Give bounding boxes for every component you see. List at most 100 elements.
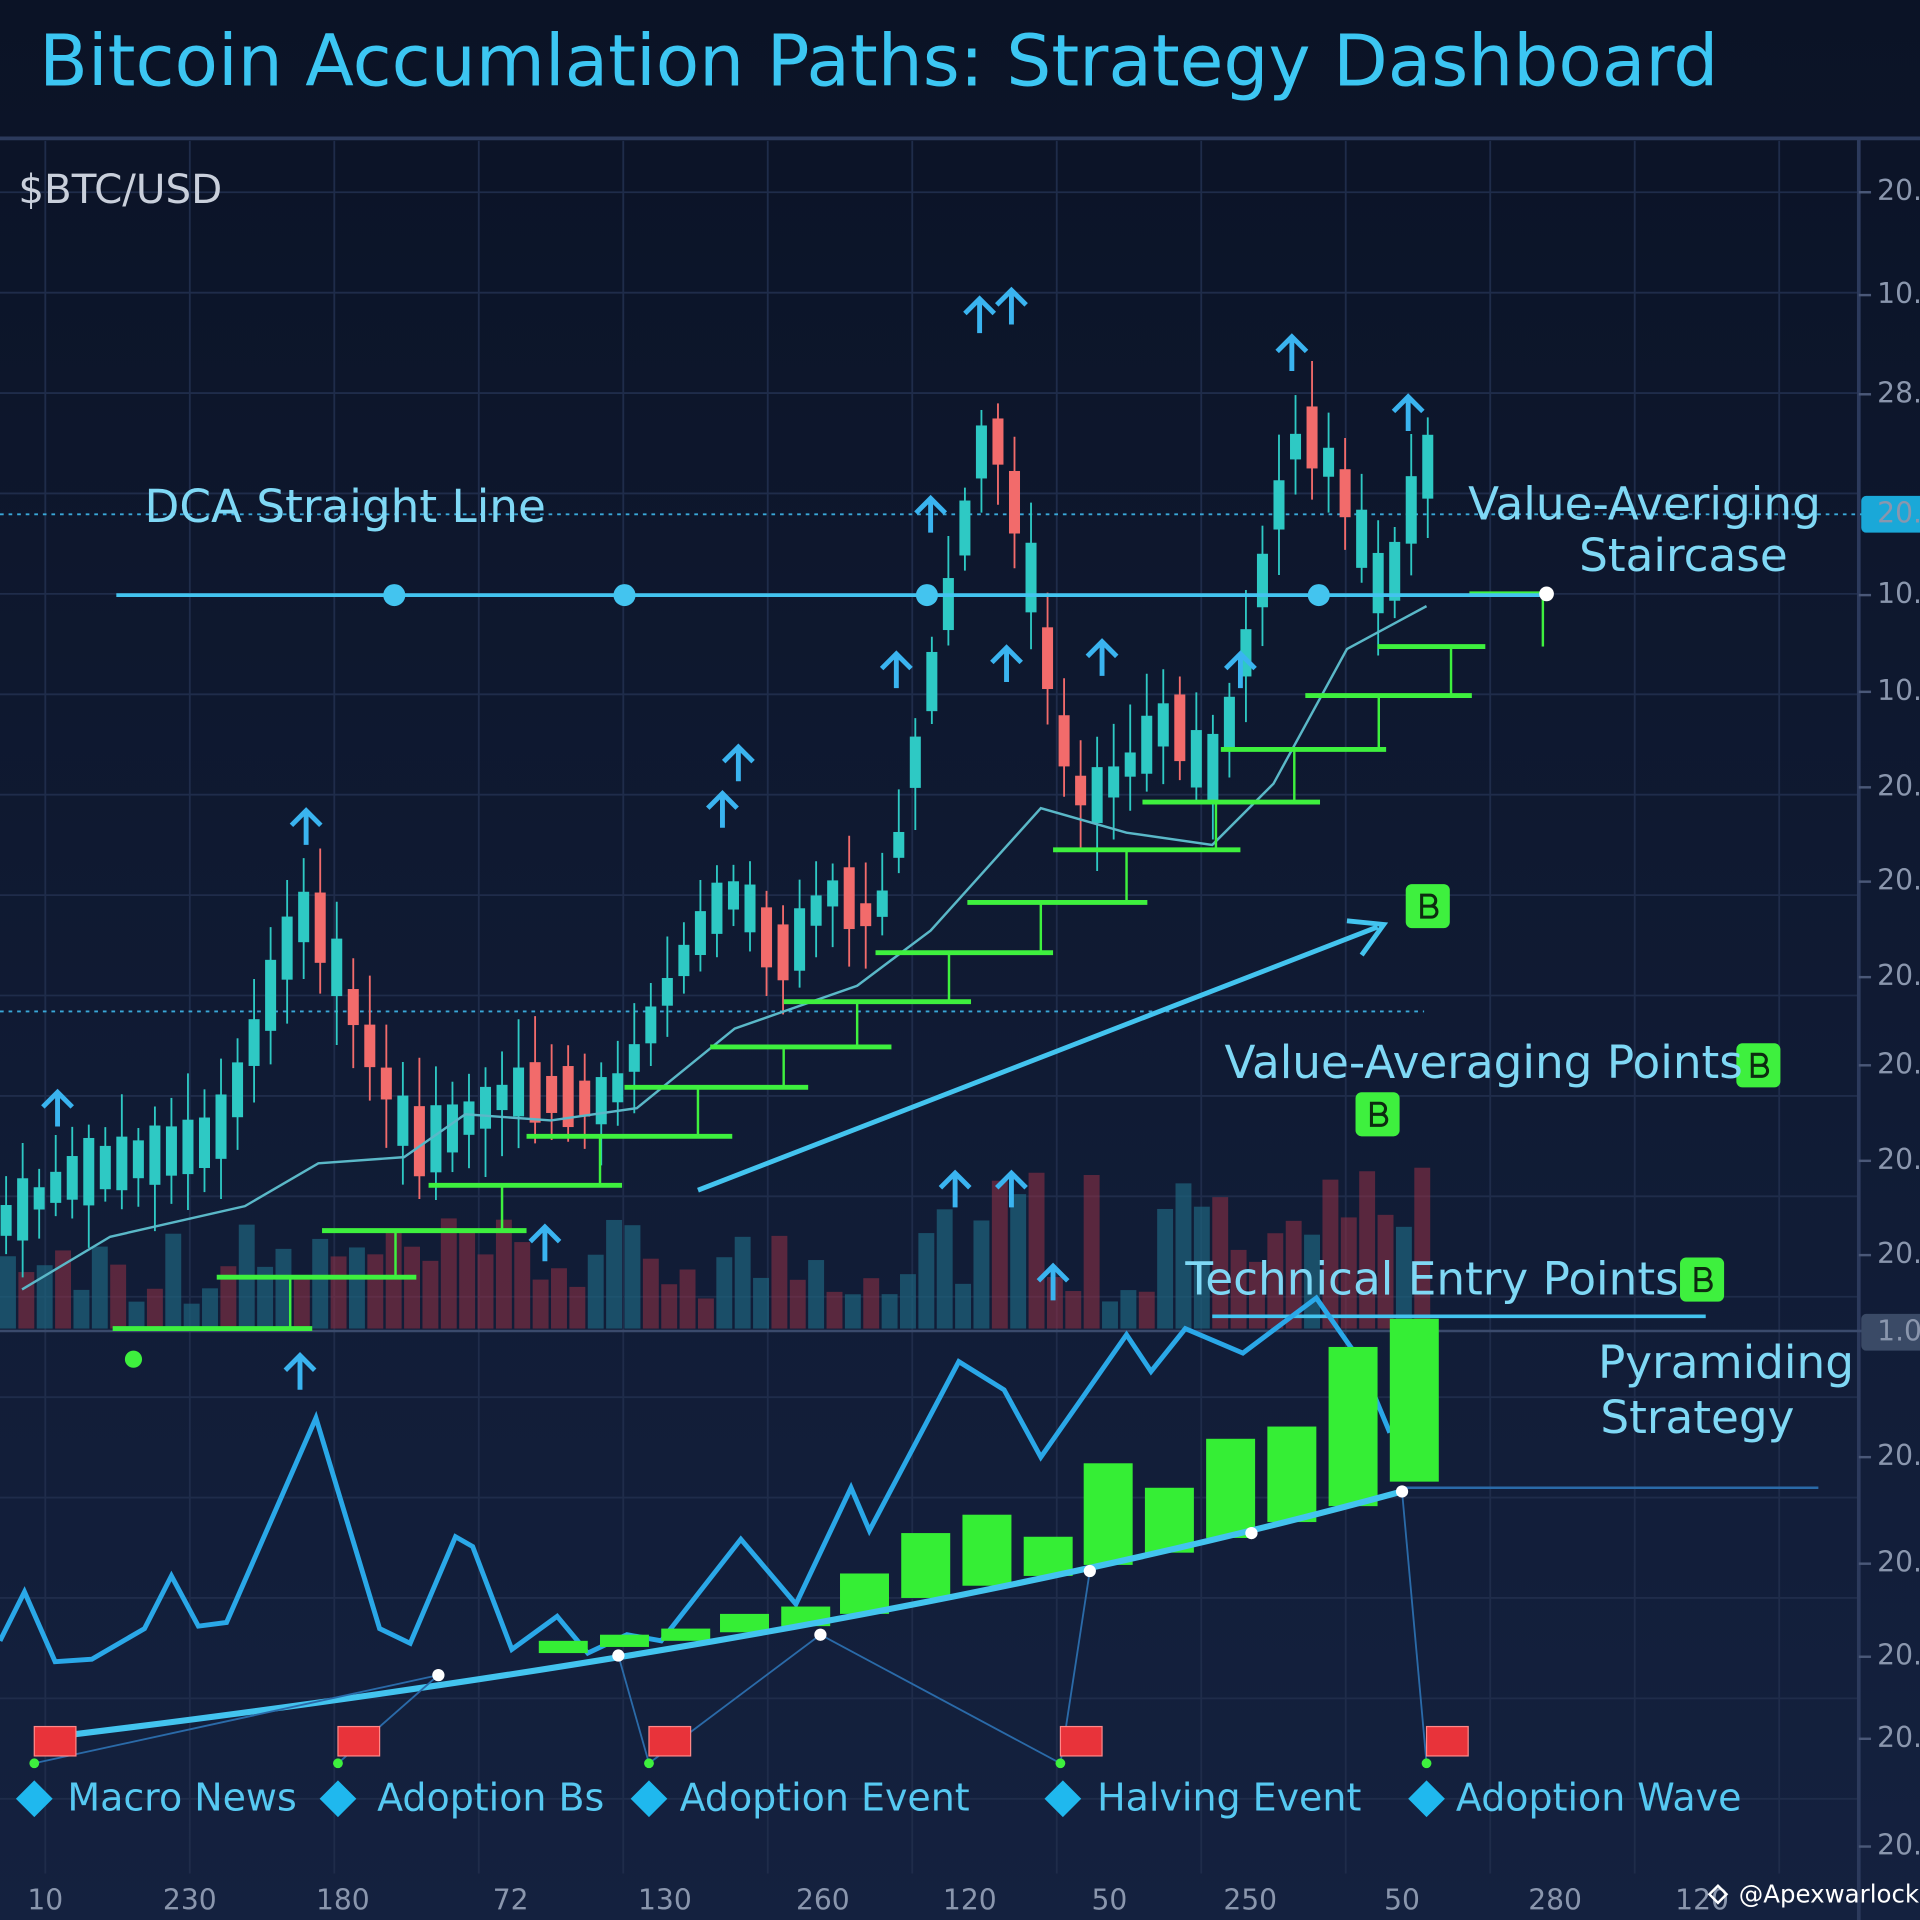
candle-body <box>265 959 277 1031</box>
axis-badge <box>1861 1313 1920 1351</box>
curve-point <box>1083 1564 1096 1578</box>
candle-body <box>66 1156 78 1200</box>
candle-body <box>1240 629 1252 677</box>
candle-body <box>711 882 723 934</box>
candle-body <box>83 1137 95 1206</box>
volume-bar <box>1395 1226 1412 1329</box>
dca-point <box>915 584 938 607</box>
pyramid-bar <box>1328 1346 1378 1507</box>
curve-point <box>1395 1485 1409 1498</box>
flag-pin <box>1421 1758 1432 1769</box>
volume-bar <box>73 1289 90 1329</box>
candle-body <box>1223 696 1235 750</box>
legend-label: Adoption Wave <box>1456 1776 1742 1820</box>
candle-body <box>1306 406 1318 469</box>
volume-bar <box>220 1266 237 1329</box>
candle-body <box>1290 433 1302 460</box>
volume-bar <box>514 1242 531 1329</box>
candle-body <box>33 1187 45 1210</box>
annotation: Pyramiding <box>1598 1336 1854 1389</box>
candle-body <box>248 1019 260 1066</box>
up-arrow <box>1223 650 1257 689</box>
volume-bar <box>1193 1206 1210 1329</box>
btc-glyph <box>1369 1101 1389 1127</box>
volume-bar <box>569 1286 586 1329</box>
candle-body <box>1025 542 1037 613</box>
y-axis-label: 20.0 <box>1877 1546 1920 1579</box>
flag-pin <box>29 1758 40 1769</box>
volume-bar <box>1028 1172 1045 1329</box>
candle-body <box>893 831 905 858</box>
candle-body <box>413 1106 425 1177</box>
candle-body <box>397 1095 409 1146</box>
candle-body <box>1339 469 1351 518</box>
y-axis-label: 10.0 <box>1877 577 1920 610</box>
curve-point <box>612 1649 625 1662</box>
legend-label: Adoption Bs <box>377 1776 604 1820</box>
btc-glyph <box>1694 1267 1713 1293</box>
connector <box>617 1655 650 1764</box>
candle-body <box>628 1044 640 1072</box>
volume-bar <box>128 1301 145 1329</box>
annotation: Value-Averiging <box>1468 477 1821 530</box>
candle-body <box>827 880 839 907</box>
volume-bar <box>642 1258 659 1329</box>
candle-body <box>661 977 673 1006</box>
volume-bar <box>863 1278 880 1329</box>
candle-body <box>645 1006 657 1044</box>
volume-bar <box>1267 1233 1284 1329</box>
up-arrow <box>914 494 948 533</box>
volume-bar <box>1083 1175 1100 1329</box>
candle-body <box>579 1080 591 1117</box>
volume-bar <box>973 1220 990 1329</box>
watermark-icon <box>1707 1883 1729 1905</box>
y-axis-label: 28.0 <box>1877 376 1920 409</box>
candle-body <box>926 651 938 712</box>
candle-body <box>17 1178 29 1241</box>
candle-body <box>1256 553 1268 608</box>
volume-bar <box>495 1219 512 1329</box>
pyramid-bar <box>1206 1438 1256 1538</box>
candle-body <box>198 1117 211 1169</box>
legend-label: Adoption Event <box>680 1776 970 1820</box>
candle-body <box>1042 627 1054 690</box>
volume-bar <box>991 1180 1008 1329</box>
candle-body <box>430 1105 442 1173</box>
candle-body <box>182 1119 194 1175</box>
annotation: DCA Straight Line <box>144 480 545 533</box>
btc-glyph <box>1420 893 1439 919</box>
candle-body <box>50 1171 62 1203</box>
up-arrow <box>1275 333 1309 372</box>
candle-body <box>1108 766 1120 798</box>
volume-bar <box>753 1277 769 1329</box>
connector <box>819 1633 1061 1765</box>
connector <box>34 1674 439 1765</box>
y-axis-label: 20.0 <box>1877 1143 1920 1176</box>
x-axis-label: 120 <box>943 1884 997 1917</box>
volume-bar <box>1212 1197 1229 1329</box>
dca-point <box>1307 584 1330 607</box>
y-axis-label: 20.0 <box>1877 864 1920 897</box>
candle-body <box>1323 447 1335 477</box>
candle-body <box>529 1062 541 1123</box>
volume-bar <box>587 1254 604 1329</box>
y-axis-label: 20.0 <box>1877 959 1920 992</box>
candle-body <box>1356 509 1368 568</box>
curve-point <box>432 1668 445 1682</box>
volume-bar <box>606 1219 623 1329</box>
candle-body <box>331 938 343 997</box>
title: Bitcoin Accumlation Paths: Strategy Dash… <box>39 20 1718 103</box>
flag-pin <box>333 1758 343 1769</box>
candle-body <box>1174 694 1186 762</box>
up-arrow <box>995 1169 1028 1208</box>
candle-body <box>612 1073 624 1103</box>
candle-body <box>1157 703 1169 747</box>
volume-bar <box>0 1256 16 1329</box>
axis-badge-label: 20.5 <box>1877 496 1920 529</box>
x-axis-label: 130 <box>638 1884 692 1917</box>
y-axis-label: 20.0 <box>1877 1721 1920 1754</box>
y-axis-label: 20.0 <box>1877 1639 1920 1672</box>
watermark: @Apexwarlock <box>1739 1880 1920 1909</box>
candle-body <box>347 989 359 1026</box>
